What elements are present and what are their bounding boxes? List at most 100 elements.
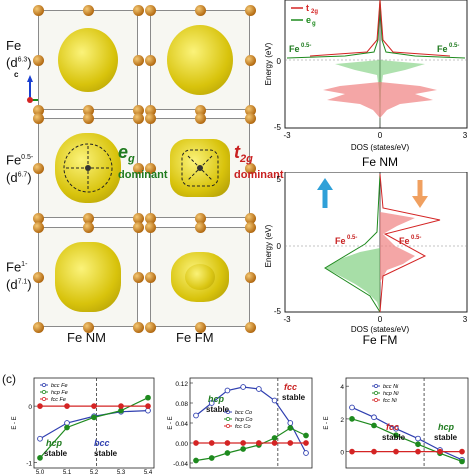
fe-atom [82,212,94,224]
ytick-label: 0.08 [175,401,188,408]
eg-dos-area-fm [325,248,380,312]
xtick-nm-neg3: -3 [283,131,291,140]
legend-label: fcc Ni [383,398,398,404]
fcc-region-label: fcc [284,382,297,392]
ytick-nm-0: 0 [277,57,282,66]
legend-label: fcc Fe [51,397,66,403]
xtick-label: 5.2 [90,470,99,474]
fe-atom [82,4,94,16]
eg-dominant-label: eg dominant [118,142,168,182]
fe-atom [82,321,94,333]
legend-marker [42,390,46,394]
legend-label: hcp Ni [383,391,399,397]
charge-lobe [167,25,233,95]
dos-nm-xlabel: DOS (states/eV) [351,143,410,152]
ytick-fm-neg5: -5 [274,307,282,316]
dos-nm-title: Fe NM [362,155,398,169]
fe-atom [132,321,144,333]
data-point [271,397,278,404]
fe-atom [194,212,206,224]
fe-atom [32,212,44,224]
data-point [287,425,294,431]
ytick-label: -1 [26,460,32,467]
data-point [37,403,43,409]
eg-dos-line-fm [324,173,381,313]
t2g-dos-line-fm [379,173,441,313]
data-point [193,412,199,419]
data-point [145,394,151,401]
data-point [287,440,294,446]
annot-fm-left: Fe [335,236,346,246]
data-point [91,414,97,421]
charge-lobe [55,242,121,312]
xtick-label: 5.3 [117,470,126,474]
ytick-label: 2 [340,417,344,424]
fe-atom [244,221,256,233]
fe-atom [244,212,256,224]
data-point [91,403,97,409]
fe-atom [32,4,44,16]
eg-dos-line [286,0,466,59]
legend-marker [42,397,46,401]
annot-nm-left: Fe [289,44,300,54]
fe-atom [144,104,156,116]
data-point [271,435,278,441]
xtick-label: 5.0 [36,470,45,474]
legend-label: hcp Fe [51,390,68,396]
cell-fm-row1 [150,10,250,110]
fe-atom [244,4,256,16]
data-point [145,403,151,409]
plot-frame [33,377,155,469]
bcc-region-label: bcc [94,438,110,448]
stable-label-hcp: stable [206,405,230,414]
y-axis-label: E - E [12,416,18,429]
data-point [224,450,231,456]
fe-atom [194,104,206,116]
legend-marker [226,424,230,428]
fe-atom [132,162,144,174]
dos-nm-plot: 0 -5 -3 0 3 DOS (states/eV) Fe NM Energy… [265,0,468,169]
ytick-nm-neg5: -5 [274,123,282,132]
ytick-fm-0: 0 [277,242,282,251]
stable-label-bcc: stable [94,449,118,458]
data-point [256,386,262,392]
fe-atom [132,4,144,16]
annot-nm-right: Fe [437,44,448,54]
t2g-dos-area [323,82,437,118]
xtick-label: 5.1 [63,470,72,474]
fe-atom [32,104,44,116]
row-label-fe-1: Fe1- (d7.1) [6,259,32,292]
annot-fm-right-sup: 0.5- [411,235,421,241]
t2g-dominant-label: t2g dominant [234,142,284,182]
fe-atom [244,112,256,124]
data-point [37,455,43,461]
spin-down-arrow-icon [412,180,428,208]
y-axis-label: E - E [324,416,330,429]
dos-nm-ylabel: Energy (eV) [265,42,273,85]
data-point [371,414,377,421]
legend-label: fcc Co [235,424,251,430]
data-point [437,448,443,455]
fe-atom [194,4,206,16]
fe-atom [244,54,256,66]
fe-atom [132,104,144,116]
data-point [303,440,309,446]
fe-atom [132,212,144,224]
dos-fm-title: Fe FM [363,333,398,344]
axis-c-label: c [14,70,19,79]
legend-eg-sub: g [312,21,316,27]
fe-atom [32,271,44,283]
fe-atom [244,271,256,283]
data-point [271,440,278,446]
row-label-fe-05: Fe0.5- (d6.7) [6,152,34,185]
dos-fm-ylabel: Energy (eV) [265,224,273,267]
ytick-label: 0.12 [175,381,188,388]
data-point [371,422,377,429]
data-point [224,387,231,394]
data-point [193,457,199,464]
dos-fm-xlabel: DOS (states/eV) [351,325,410,334]
fe-atom [32,321,44,333]
data-point [415,435,421,442]
eg-orbital-diagram [63,143,113,193]
